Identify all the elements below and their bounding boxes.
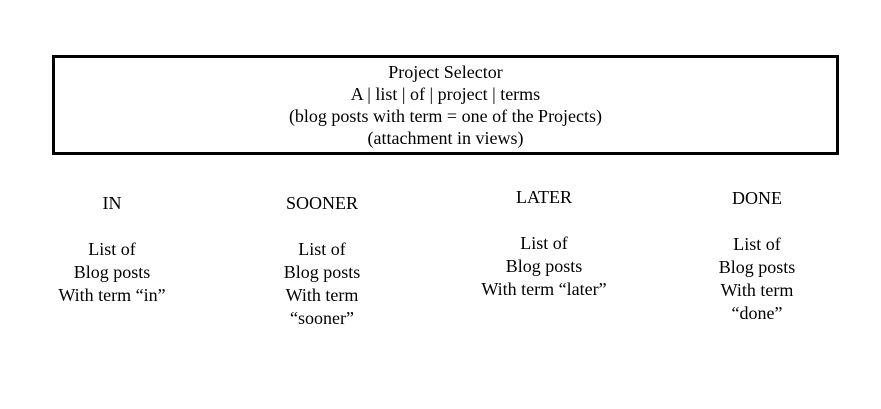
column-sooner: SOONER List of Blog posts With term “soo… [242,192,402,330]
project-selector-box: Project Selector A | list | of | project… [52,55,839,155]
column-heading-done: DONE [732,188,782,208]
column-line: Blog posts [73,262,151,282]
project-selector-note: (attachment in views) [367,128,524,148]
column-in: IN List of Blog posts With term “in” [32,192,192,307]
column-line: List of [88,239,136,259]
column-line: “done” [731,303,783,323]
column-heading-sooner: SOONER [285,193,358,213]
column-line: With term [285,285,359,305]
column-line: List of [733,234,781,254]
column-done: DONE List of Blog posts With term “done” [677,187,837,325]
column-line: With term [720,280,794,300]
column-heading-in: IN [102,193,122,213]
column-line: Blog posts [718,257,796,277]
column-line: With term “in” [58,285,166,305]
project-selector-title: Project Selector [388,62,503,82]
column-later: LATER List of Blog posts With term “late… [464,186,624,301]
project-terms-line: A | list | of | project | terms [350,84,541,104]
column-line: With term “later” [481,279,607,299]
column-line: Blog posts [505,256,583,276]
column-line: List of [520,233,568,253]
column-line: List of [298,239,346,259]
project-selector-description: (blog posts with term = one of the Proje… [288,106,603,126]
column-line: Blog posts [283,262,361,282]
column-heading-later: LATER [516,187,572,207]
column-line: “sooner” [290,308,354,328]
